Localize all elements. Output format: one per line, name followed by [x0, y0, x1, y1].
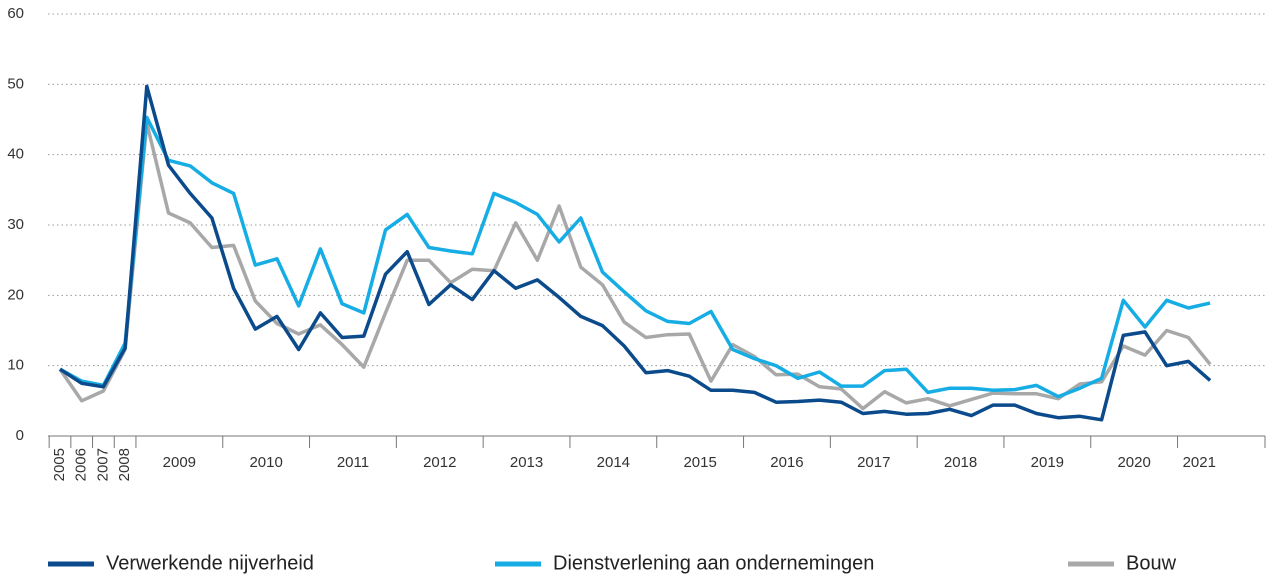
y-tick-label: 30 — [7, 216, 24, 233]
x-tick-label: 2021 — [1183, 454, 1216, 471]
x-tick-label: 2011 — [337, 454, 369, 471]
x-tick-label: 2009 — [163, 454, 196, 471]
legend-label: Bouw — [1126, 552, 1177, 574]
y-tick-label: 40 — [7, 146, 24, 163]
x-tick-label: 2015 — [683, 454, 716, 471]
x-tick-label: 2014 — [597, 454, 630, 471]
legend-label: Verwerkende nijverheid — [106, 552, 314, 574]
x-tick-label: 2006 — [73, 448, 90, 481]
line-series — [59, 84, 1212, 422]
y-tick-label: 50 — [7, 75, 24, 92]
y-tick-label: 10 — [7, 357, 24, 374]
x-tick-label: 2016 — [770, 454, 803, 471]
y-tick-label: 0 — [16, 427, 24, 444]
line-series — [58, 121, 1212, 411]
x-tick-label: 2005 — [51, 448, 68, 481]
x-tick-label: 2017 — [857, 454, 890, 471]
line-series — [59, 115, 1211, 399]
legend-label: Dienstverlening aan ondernemingen — [553, 552, 874, 574]
x-tick-label: 2019 — [1031, 454, 1064, 471]
x-tick-label: 2010 — [249, 454, 282, 471]
x-tick-label: 2013 — [510, 454, 543, 471]
x-tick-label: 2012 — [423, 454, 456, 471]
x-tick-label: 2020 — [1117, 454, 1150, 471]
y-tick-label: 60 — [7, 5, 24, 22]
x-tick-label: 2018 — [944, 454, 977, 471]
legend: Verwerkende nijverheid Dienstverlening aa… — [48, 552, 1177, 574]
x-tick-label: 2007 — [94, 448, 111, 481]
y-tick-label: 20 — [7, 286, 24, 303]
x-tick-label: 2008 — [116, 448, 133, 481]
